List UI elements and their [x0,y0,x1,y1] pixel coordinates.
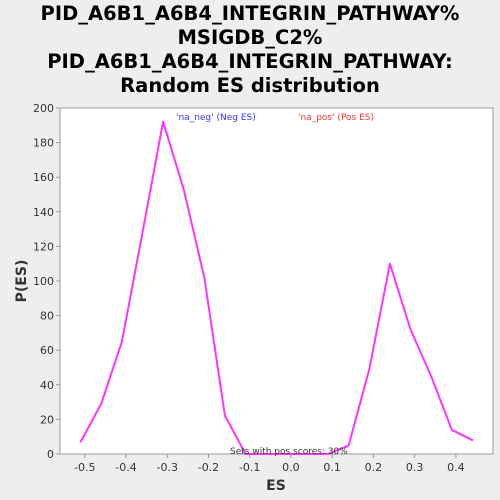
legend-pos: 'na_pos' (Pos ES) [298,113,374,123]
y-tick-label: 180 [33,137,54,150]
x-axis-title: ES [266,478,286,494]
data-point [471,439,474,442]
x-tick-label: 0.3 [406,461,424,474]
data-point [244,453,247,455]
y-tick-label: 200 [33,102,54,115]
x-tick-label: 0.2 [365,461,383,474]
x-tick-label: -0.2 [198,461,219,474]
x-tick-label: -0.3 [156,461,177,474]
y-tick-label: 80 [40,310,54,323]
y-tick-label: 40 [40,379,54,392]
data-point [285,453,288,455]
chart-title: PID_A6B1_A6B4_INTEGRIN_PATHWAY% MSIGDB_C… [40,2,460,97]
x-tick-label: 0.4 [447,461,465,474]
data-point [100,402,103,405]
plot-area [59,107,494,455]
data-point [79,440,82,443]
data-point [162,120,164,123]
data-point [182,188,185,191]
data-point [430,375,433,378]
data-point [141,231,144,234]
data-point [327,453,329,455]
data-point [409,328,412,331]
data-point [368,368,371,371]
y-axis-title: P(ES) [14,260,30,303]
series-line [79,120,473,455]
data-point [203,276,206,279]
data-point [389,262,391,265]
y-axis: 0 20 40 60 80 100 120 140 160 180 200 [33,102,60,461]
data-point [347,444,350,447]
data-point [120,340,123,343]
y-tick-label: 160 [33,171,54,184]
y-tick-label: 120 [33,240,54,253]
x-tick-label: -0.5 [74,461,95,474]
x-tick-label: -0.4 [115,461,136,474]
y-tick-label: 60 [40,344,54,357]
pos-scores-annotation: Sets with pos scores: 30% [230,447,348,457]
data-point [450,428,453,431]
data-point [306,453,309,455]
y-tick-label: 100 [33,275,54,288]
x-tick-label: 0.0 [282,461,300,474]
y-tick-label: 140 [33,206,54,219]
legend-neg: 'na_neg' (Neg ES) [176,113,256,123]
data-point [265,453,268,455]
x-tick-label: -0.1 [239,461,260,474]
y-tick-label: 20 [40,413,54,426]
y-tick-label: 0 [47,448,54,461]
x-tick-label: 0.1 [323,461,341,474]
series-layer [79,120,474,455]
data-point [224,415,226,417]
x-axis: -0.5 -0.4 -0.3 -0.2 -0.1 0.0 0.1 0.2 0.3 0.4 [74,454,465,474]
